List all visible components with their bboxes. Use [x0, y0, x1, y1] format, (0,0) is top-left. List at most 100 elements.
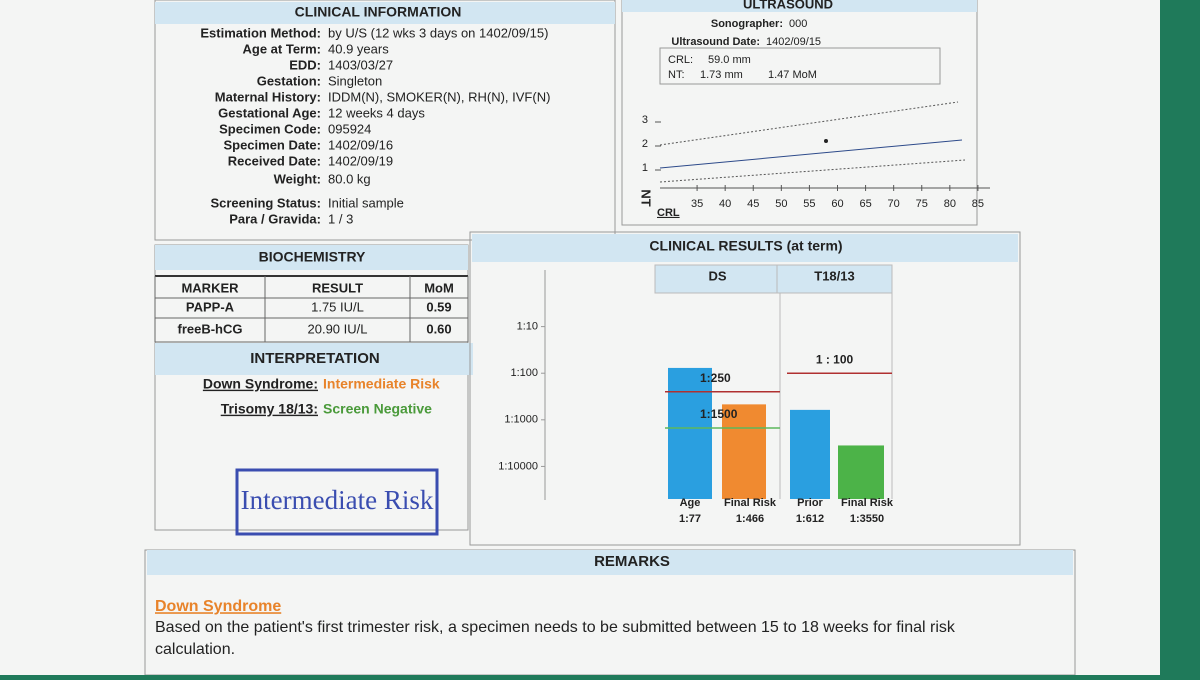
- interp-value: Intermediate Risk: [323, 376, 440, 392]
- y-tick-label: 1:10: [517, 321, 538, 333]
- cutoff-label: 1:1500: [700, 407, 738, 421]
- bar-value-label: 1:466: [736, 513, 764, 525]
- header-band: [147, 550, 1073, 575]
- results-box: [469, 231, 1021, 546]
- field-value: 80.0 kg: [328, 171, 371, 186]
- cell: 1.75 IU/L: [311, 299, 364, 314]
- field-label: Gestation:: [257, 73, 321, 88]
- remarks-heading: Down Syndrome: [155, 598, 281, 615]
- bar: [838, 445, 884, 499]
- label: NT:: [668, 69, 685, 81]
- cell: 20.90 IU/L: [308, 321, 368, 336]
- x-tick-label: 80: [944, 198, 956, 210]
- field-label: Estimation Method:: [200, 25, 321, 40]
- x-tick-label: 45: [747, 198, 759, 210]
- nt-point: [824, 139, 828, 143]
- field-value: 1402/09/19: [328, 153, 393, 168]
- field-label: Maternal History:: [215, 89, 321, 104]
- section-title: REMARKS: [594, 553, 670, 570]
- label: Sonographer:: [711, 18, 783, 30]
- group-header: [776, 264, 893, 294]
- bar: [790, 409, 830, 499]
- field-label: Screening Status:: [210, 195, 321, 210]
- section-title: CLINICAL RESULTS (at term): [649, 238, 842, 254]
- interp-value: Screen Negative: [323, 401, 432, 417]
- label: CRL:: [668, 54, 693, 66]
- value: 000: [789, 18, 807, 30]
- field-value: 40.9 years: [328, 41, 389, 56]
- field-label: EDD:: [289, 57, 321, 72]
- cell: freeB-hCG: [177, 321, 242, 336]
- x-tick-label: 75: [916, 198, 928, 210]
- section-title: INTERPRETATION: [250, 350, 379, 367]
- y-tick-label: 1:1000: [504, 414, 538, 426]
- bar: [668, 367, 712, 499]
- x-tick-label: 70: [888, 198, 900, 210]
- y-tick-label: 1:100: [510, 367, 538, 379]
- y-tick-label: 2: [642, 138, 648, 150]
- bar-value-label: 1:612: [796, 513, 824, 525]
- field-label: Para / Gravida:: [229, 211, 321, 226]
- field-value: IDDM(N), SMOKER(N), RH(N), IVF(N): [328, 89, 550, 104]
- remarks-text: Based on the patient's first trimester r…: [155, 619, 955, 658]
- x-tick-label: 40: [719, 198, 731, 210]
- x-tick-label: 50: [775, 198, 787, 210]
- field-value: 095924: [328, 121, 371, 136]
- x-tick-label: 85: [972, 198, 984, 210]
- field-label: Received Date:: [228, 153, 321, 168]
- curve: [659, 139, 963, 169]
- y-tick-label: 1: [642, 162, 648, 174]
- section-title: BIOCHEMISTRY: [259, 249, 366, 265]
- group-header: [654, 264, 781, 294]
- header-band: [155, 2, 615, 24]
- field-value: by U/S (12 wks 3 days on 1402/09/15): [328, 25, 548, 40]
- bar-name: Final Risk: [841, 497, 894, 509]
- x-tick-label: 60: [831, 198, 843, 210]
- cutoff-label: 1:250: [700, 371, 731, 385]
- field-value: 1403/03/27: [328, 57, 393, 72]
- axis-label: CRL: [657, 207, 680, 219]
- cell: 0.60: [426, 321, 451, 336]
- col-header: MARKER: [181, 280, 239, 295]
- field-value: Singleton: [328, 73, 382, 88]
- header-band: [155, 343, 473, 375]
- header-band: [155, 245, 468, 270]
- bar-value-label: 1:77: [679, 513, 701, 525]
- section-title: CLINICAL INFORMATION: [295, 4, 462, 20]
- bar-name: Age: [680, 497, 701, 509]
- stamp: Intermediate Risk: [241, 485, 434, 515]
- axis-label: NT: [639, 189, 654, 206]
- field-value: 12 weeks 4 days: [328, 105, 425, 120]
- field-label: Gestational Age:: [218, 105, 321, 120]
- x-tick-label: 65: [859, 198, 871, 210]
- y-tick-label: 3: [642, 114, 648, 126]
- stamp-box: [235, 468, 439, 536]
- x-tick-label: 55: [803, 198, 815, 210]
- group-label: DS: [708, 268, 726, 283]
- field-value: 1402/09/16: [328, 137, 393, 152]
- interp-label: Down Syndrome:: [203, 376, 318, 392]
- curve: [659, 159, 966, 183]
- remarks-wrap: Based on the patient's first trimester r…: [155, 619, 955, 658]
- cell: 0.59: [426, 299, 451, 314]
- bar-name: Final Risk: [724, 497, 777, 509]
- bar: [722, 404, 766, 499]
- header-band: [622, 0, 977, 12]
- cell: PAPP-A: [186, 299, 235, 314]
- value: 1.73 mm: [700, 69, 743, 81]
- value: 1402/09/15: [766, 36, 821, 48]
- field-label: Specimen Code:: [219, 121, 321, 136]
- field-label: Age at Term:: [243, 41, 322, 56]
- field-label: Weight:: [274, 171, 321, 186]
- cutoff-label: 1 : 100: [816, 352, 854, 366]
- field-label: Specimen Date:: [223, 137, 321, 152]
- header-band: [472, 234, 1018, 262]
- col-header: RESULT: [312, 280, 363, 295]
- x-tick-label: 35: [691, 198, 703, 210]
- bar-name: Prior: [797, 497, 823, 509]
- value: 1.47 MoM: [768, 69, 817, 81]
- field-value: Initial sample: [328, 195, 404, 210]
- section-title: ULTRASOUND: [743, 0, 833, 11]
- value: 59.0 mm: [708, 54, 751, 66]
- y-tick-label: 1:10000: [498, 460, 538, 472]
